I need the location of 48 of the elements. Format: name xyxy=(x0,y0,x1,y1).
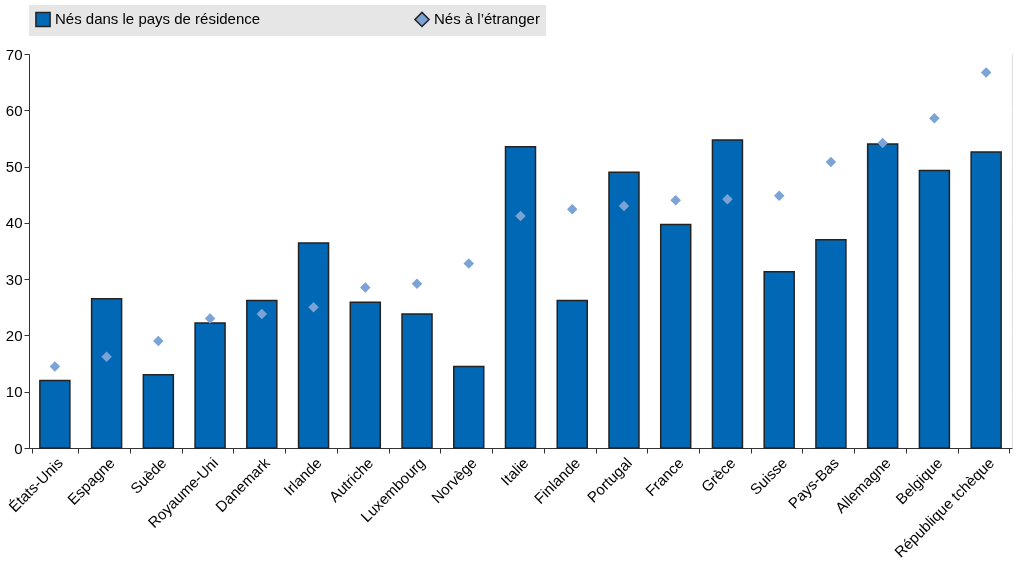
bar xyxy=(401,313,433,449)
point xyxy=(256,308,268,320)
point xyxy=(980,67,992,78)
bar xyxy=(90,298,123,449)
legend-label: Nés à l’étranger xyxy=(434,10,540,28)
bar xyxy=(39,379,71,449)
bar xyxy=(970,151,1002,449)
point xyxy=(515,210,526,222)
y-tick-label: 50 xyxy=(5,158,23,176)
point xyxy=(566,204,578,215)
point xyxy=(929,112,940,124)
point xyxy=(360,282,371,293)
y-tick-label: 40 xyxy=(5,214,23,232)
bar xyxy=(246,299,278,449)
point xyxy=(463,258,475,269)
point xyxy=(773,190,785,202)
point xyxy=(308,302,319,313)
bar xyxy=(866,143,899,449)
bar xyxy=(711,139,744,449)
y-tick-label: 10 xyxy=(5,383,23,401)
point xyxy=(204,313,216,324)
bar xyxy=(297,242,330,449)
y-tick-label: 70 xyxy=(5,45,23,63)
point xyxy=(877,137,888,149)
bar xyxy=(815,238,847,449)
point xyxy=(153,335,164,347)
legend-label: Nés dans le pays de résidence xyxy=(55,10,261,28)
bar xyxy=(142,374,175,449)
y-tick-label: 20 xyxy=(5,326,23,344)
point xyxy=(618,200,630,212)
y-tick-label: 0 xyxy=(14,439,23,457)
point xyxy=(825,156,837,168)
point xyxy=(101,351,112,363)
bar xyxy=(763,271,795,449)
y-tick-label: 60 xyxy=(5,101,23,119)
bar xyxy=(194,322,226,449)
bar xyxy=(608,171,640,449)
bar xyxy=(659,223,692,449)
bar xyxy=(918,169,951,449)
point xyxy=(722,193,733,205)
bar xyxy=(349,301,382,449)
point xyxy=(49,361,61,372)
bar xyxy=(453,365,485,449)
y-tick-label: 30 xyxy=(5,270,23,288)
bar xyxy=(504,146,537,449)
point xyxy=(670,195,681,206)
bar xyxy=(556,299,588,449)
point xyxy=(411,278,423,289)
